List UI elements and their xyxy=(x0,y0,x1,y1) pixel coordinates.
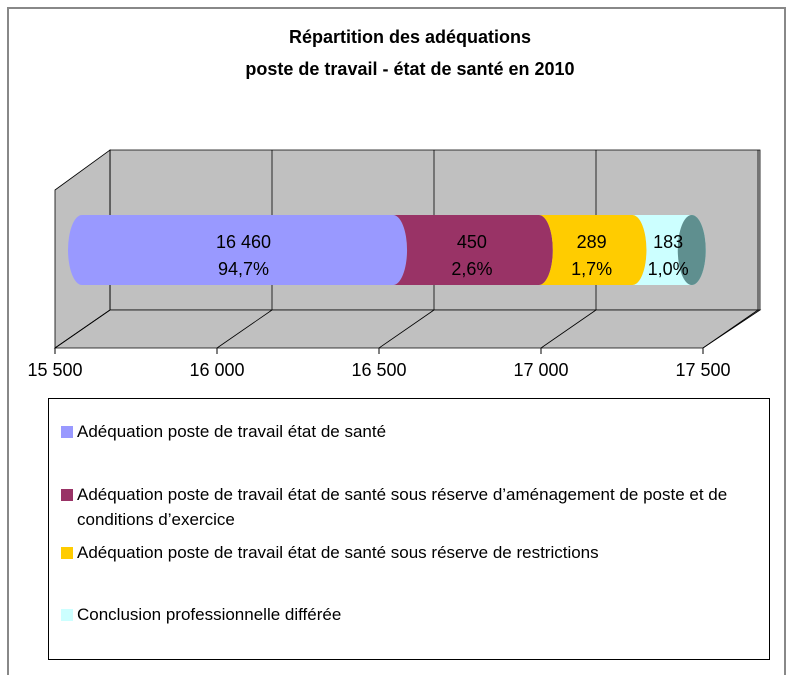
bar-segment xyxy=(393,215,553,285)
x-tick-label: 15 500 xyxy=(27,360,82,380)
legend-item: Conclusion professionnelle différée xyxy=(61,602,751,627)
grid-line xyxy=(540,309,597,349)
value-label: 183 xyxy=(653,232,683,252)
grid-line xyxy=(378,309,435,349)
value-label: 16 460 xyxy=(216,232,271,252)
legend-swatch xyxy=(61,426,73,438)
legend-label: Adéquation poste de travail état de sant… xyxy=(77,422,387,441)
chart-subtitle: poste de travail - état de santé en 2010 xyxy=(245,59,574,79)
bar-segment xyxy=(538,215,647,285)
legend-item: Adéquation poste de travail état de sant… xyxy=(61,482,751,532)
legend-item: Adéquation poste de travail état de sant… xyxy=(61,540,751,565)
grid-line xyxy=(702,309,759,349)
grid-line xyxy=(216,309,273,349)
percent-label: 94,7% xyxy=(218,259,269,279)
value-label: 289 xyxy=(577,232,607,252)
bar-cap xyxy=(677,215,706,285)
x-tick-label: 16 000 xyxy=(189,360,244,380)
x-tick-label: 17 500 xyxy=(675,360,730,380)
value-label: 450 xyxy=(457,232,487,252)
frame xyxy=(7,7,786,675)
chart-title: Répartition des adéquations xyxy=(289,27,531,47)
percent-label: 1,7% xyxy=(571,259,612,279)
x-tick-label: 17 000 xyxy=(513,360,568,380)
legend-label: Conclusion professionnelle différée xyxy=(77,605,342,624)
bar-segment xyxy=(68,215,408,285)
x-tick-label: 16 500 xyxy=(351,360,406,380)
legend-swatch xyxy=(61,547,73,559)
grid-line xyxy=(54,309,111,349)
legend-swatch xyxy=(61,489,73,501)
percent-label: 2,6% xyxy=(451,259,492,279)
legend-swatch xyxy=(61,609,73,621)
legend-label: Adéquation poste de travail état de sant… xyxy=(77,485,728,529)
legend: Adéquation poste de travail état de sant… xyxy=(48,398,770,660)
legend-item: Adéquation poste de travail état de sant… xyxy=(61,419,751,444)
legend-label: Adéquation poste de travail état de sant… xyxy=(77,543,599,562)
percent-label: 1,0% xyxy=(648,259,689,279)
floor xyxy=(53,309,762,349)
